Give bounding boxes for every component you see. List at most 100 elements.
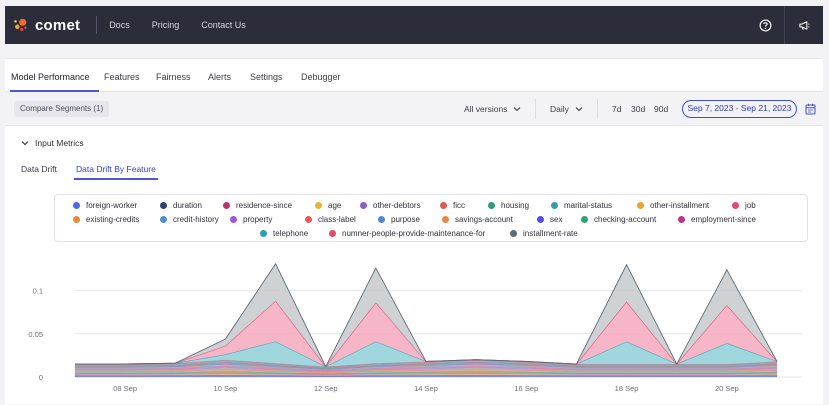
legend-swatch <box>73 216 80 223</box>
section-title: Input Metrics <box>35 138 84 148</box>
legend-label: telephone <box>273 229 309 238</box>
x-tick-label: 16 Sep <box>514 384 538 393</box>
legend-item[interactable]: savings-account <box>442 215 513 224</box>
legend-item[interactable]: foreign-worker <box>73 201 137 210</box>
legend-item[interactable]: existing-credits <box>73 215 139 224</box>
legend-label: age <box>328 201 342 210</box>
chart-legend: foreign-worker duration residence-since age… <box>54 194 808 242</box>
legend-swatch <box>360 202 367 209</box>
range-30d-button[interactable]: 30d <box>631 104 646 114</box>
announcements-button[interactable] <box>785 6 823 44</box>
series-area <box>75 300 777 367</box>
legend-swatch <box>510 230 517 237</box>
legend-label: class-label <box>318 215 356 224</box>
legend-item[interactable]: other-debtors <box>360 201 421 210</box>
legend-item[interactable]: installment-rate <box>510 229 578 238</box>
legend-label: purpose <box>391 215 420 224</box>
chevron-down-icon <box>514 107 521 112</box>
legend-item[interactable]: purpose <box>378 215 420 224</box>
chevron-down-icon <box>575 107 583 112</box>
legend-label: installment-rate <box>523 229 578 238</box>
legend-item[interactable]: credit-history <box>160 215 219 224</box>
legend-item[interactable]: telephone <box>260 229 308 238</box>
versions-value: All versions <box>464 104 508 114</box>
legend-label: other-debtors <box>373 201 421 210</box>
legend-swatch <box>442 216 449 223</box>
series-line <box>75 262 778 368</box>
legend-item[interactable]: residence-since <box>223 201 292 210</box>
chevron-down-icon <box>21 141 29 146</box>
tab-fairness[interactable]: Fairness <box>156 72 191 82</box>
legend-label: numner-people-provide-maintenance-for <box>342 229 486 238</box>
legend-swatch <box>581 216 588 223</box>
interval-dropdown[interactable]: Daily <box>550 104 583 114</box>
legend-item[interactable]: ficc <box>440 201 465 210</box>
legend-swatch <box>378 216 385 223</box>
logo[interactable]: comet <box>11 16 80 34</box>
legend-swatch <box>315 202 322 209</box>
legend-item[interactable]: duration <box>160 201 202 210</box>
model-tabs: Model Performance Features Fairness Aler… <box>5 58 823 92</box>
legend-label: savings-account <box>455 215 513 224</box>
legend-swatch <box>732 202 739 209</box>
active-subtab-indicator <box>74 178 158 180</box>
legend-item[interactable]: job <box>732 201 756 210</box>
legend-label: ficc <box>453 201 465 210</box>
legend-label: existing-credits <box>86 215 140 224</box>
tab-alerts[interactable]: Alerts <box>208 72 232 82</box>
series-area <box>75 341 777 367</box>
help-button[interactable] <box>746 6 784 44</box>
range-7d-button[interactable]: 7d <box>612 104 622 114</box>
help-icon <box>759 19 771 31</box>
legend-label: marital-status <box>564 201 613 210</box>
interval-value: Daily <box>550 104 569 114</box>
subtab-data-drift-by-feature[interactable]: Data Drift By Feature <box>76 164 156 174</box>
legend-item[interactable]: age <box>315 201 341 210</box>
top-right-actions <box>746 6 823 44</box>
legend-swatch <box>223 202 230 209</box>
nav-pricing[interactable]: Pricing <box>151 20 180 30</box>
legend-swatch <box>440 202 447 209</box>
legend-swatch <box>551 202 558 209</box>
tab-model-performance[interactable]: Model Performance <box>11 72 90 82</box>
nav-contact-us[interactable]: Contact Us <box>201 20 246 30</box>
filter-divider <box>597 99 598 119</box>
tab-debugger[interactable]: Debugger <box>301 72 341 82</box>
drift-chart: 0 0.05 0.1 08 Sep 10 Sep 12 Sep 14 Sep 16 Sep 18… <box>28 262 802 393</box>
tab-features[interactable]: Features <box>104 72 140 82</box>
calendar-icon[interactable] <box>805 103 816 115</box>
legend-item[interactable]: other-installment <box>637 201 709 210</box>
subtab-data-drift[interactable]: Data Drift <box>21 164 57 174</box>
input-metrics-toggle[interactable]: Input Metrics <box>21 138 84 148</box>
legend-item[interactable]: employment-since <box>678 215 756 224</box>
legend-item[interactable]: property <box>230 215 272 224</box>
legend-swatch <box>488 202 495 209</box>
legend-label: other-installment <box>650 201 710 210</box>
tab-settings[interactable]: Settings <box>250 72 283 82</box>
legend-item[interactable]: marital-status <box>551 201 612 210</box>
versions-dropdown[interactable]: All versions <box>464 104 521 114</box>
x-tick-label: 14 Sep <box>414 384 438 393</box>
legend-label: sex <box>550 215 563 224</box>
range-90d-button[interactable]: 90d <box>654 104 669 114</box>
legend-swatch <box>73 202 80 209</box>
legend-label: duration <box>173 201 202 210</box>
compare-segments-button[interactable]: Compare Segments (1) <box>14 101 110 117</box>
legend-swatch <box>678 216 685 223</box>
date-range-picker[interactable]: Sep 7, 2023 - Sep 21, 2023 <box>682 100 797 118</box>
legend-item[interactable]: housing <box>488 201 529 210</box>
top-divider <box>784 6 785 44</box>
comet-logo-icon <box>14 18 27 32</box>
legend-label: checking-account <box>594 215 657 224</box>
x-tick-label: 10 Sep <box>214 384 238 393</box>
legend-label: property <box>243 215 273 224</box>
legend-item[interactable]: class-label <box>305 215 356 224</box>
nav-docs[interactable]: Docs <box>109 20 130 30</box>
legend-item[interactable]: sex <box>537 215 562 224</box>
announcement-icon <box>798 20 809 30</box>
legend-item[interactable]: checking-account <box>581 215 656 224</box>
legend-item[interactable]: numner-people-provide-maintenance-for <box>329 229 485 238</box>
logo-text: comet <box>35 16 81 34</box>
legend-label: credit-history <box>173 215 219 224</box>
legend-swatch <box>160 202 167 209</box>
